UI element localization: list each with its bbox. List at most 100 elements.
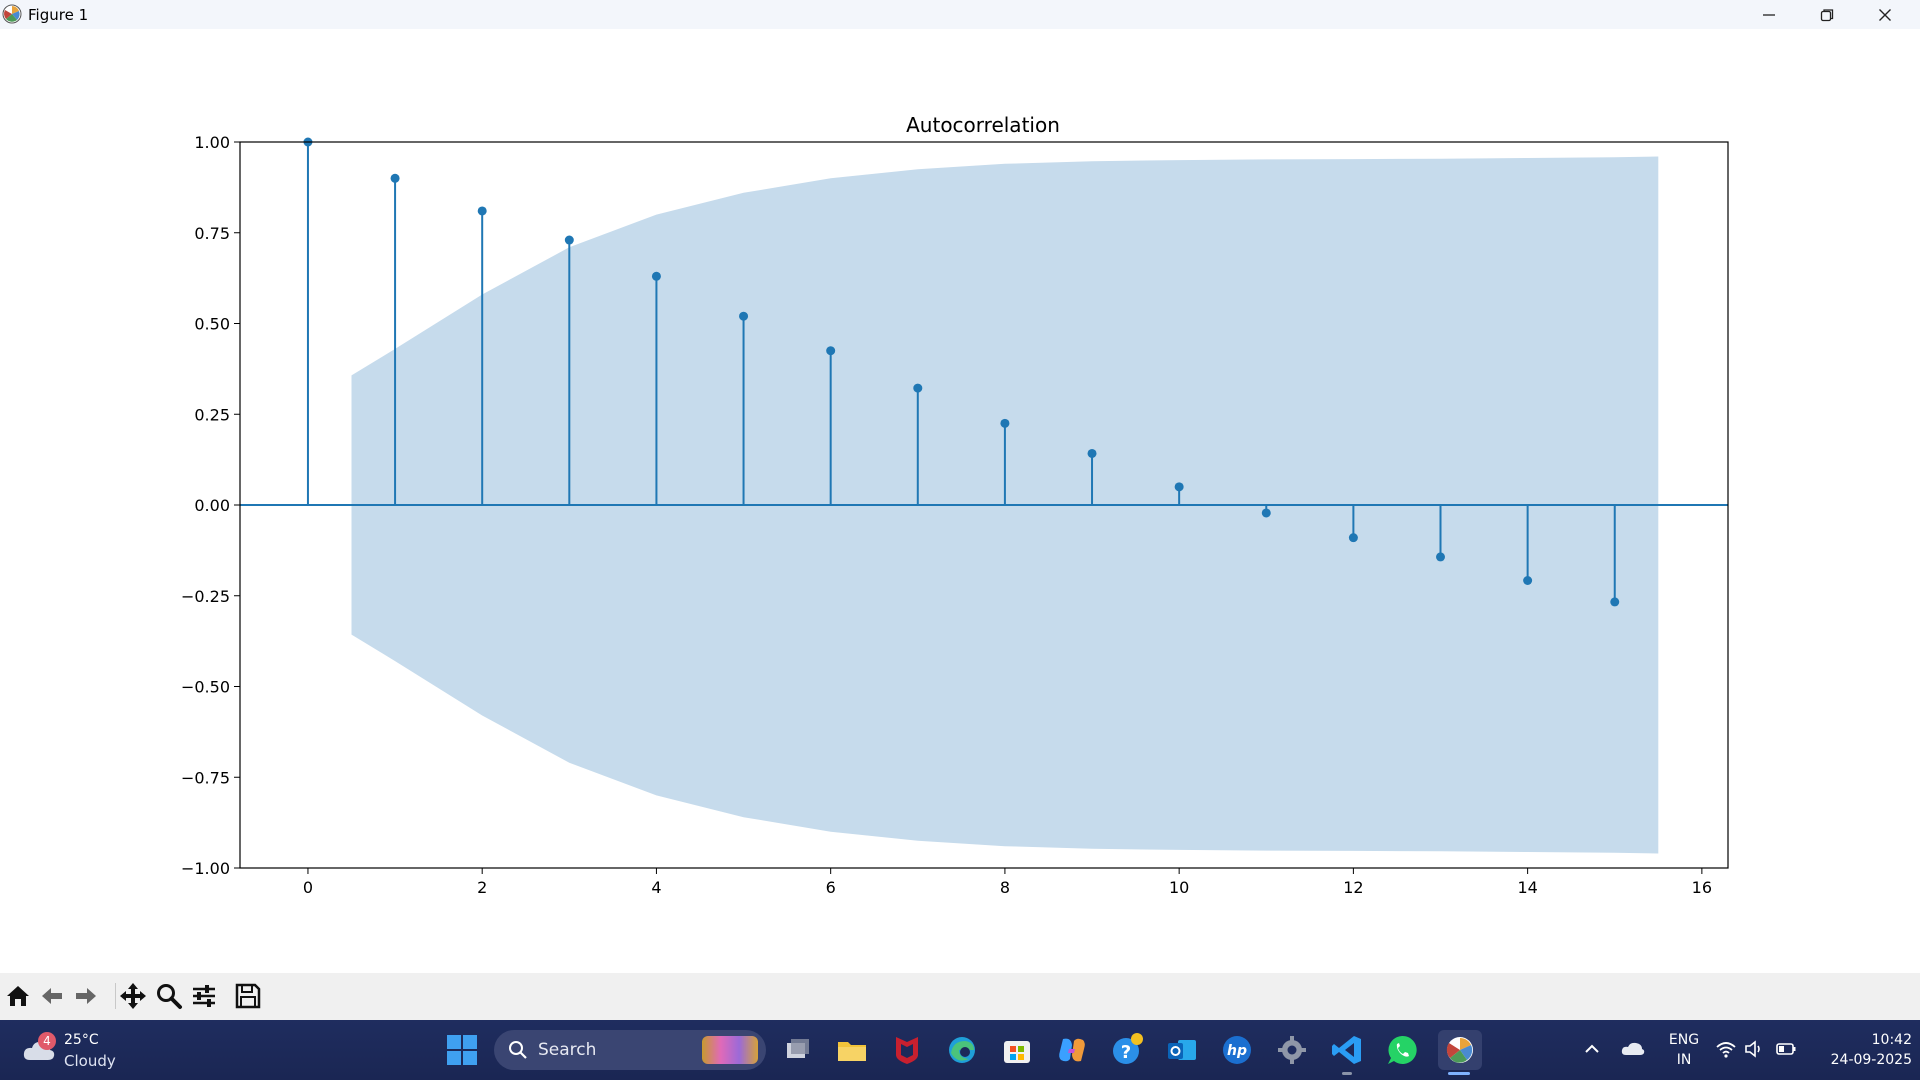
file-explorer-button[interactable] [834,1032,870,1068]
matplotlib-logo-icon [2,4,22,24]
vscode-button[interactable] [1329,1032,1365,1068]
region-code: IN [1676,1052,1692,1068]
home-button[interactable] [3,981,33,1011]
task-view-button[interactable] [780,1032,816,1068]
taskbar-search[interactable]: Search [494,1030,766,1070]
chart-title: Autocorrelation [906,113,1060,137]
y-tick-label: 0.00 [194,496,230,515]
weather-widget[interactable]: 4 25°C Cloudy [20,1028,160,1072]
x-tick-label: 2 [477,878,487,897]
file-explorer-icon [838,1042,866,1061]
zoom-button[interactable] [154,981,184,1011]
y-tick-label: 0.25 [194,405,230,424]
minimize-button[interactable] [1740,0,1798,29]
stem-marker [913,383,923,393]
stem-marker [390,173,400,183]
close-icon [1879,8,1891,21]
stem-marker [651,271,661,281]
copilot-button[interactable] [1054,1032,1090,1068]
whatsapp-button[interactable] [1384,1032,1420,1068]
hp-button[interactable]: hp [1219,1032,1255,1068]
y-tick-label: −0.25 [181,587,230,606]
restore-button[interactable] [1798,0,1856,29]
task-view-icon [787,1039,809,1058]
clock-date: 24-09-2025 [1830,1052,1912,1068]
stem-marker [1087,448,1097,458]
forward-icon [76,988,96,1004]
settings-icon [1278,1036,1306,1064]
back-button[interactable] [37,981,67,1011]
y-tick-label: −0.50 [181,678,230,697]
battery-icon[interactable] [1775,1038,1797,1060]
hp-icon: hp [1223,1036,1251,1064]
windows-logo-icon [447,1035,477,1065]
stem-marker [1174,482,1184,492]
edge-button[interactable] [944,1032,980,1068]
wifi-icon[interactable] [1715,1038,1737,1060]
x-tick-label: 16 [1692,878,1712,897]
toolbar-separator [115,983,116,1009]
window-title: Figure 1 [28,6,89,24]
svg-text:?: ? [1121,1042,1131,1063]
forward-button[interactable] [71,981,101,1011]
clock-time: 10:42 [1871,1032,1912,1048]
matplotlib-figure-icon [1446,1037,1473,1063]
x-tick-label: 14 [1517,878,1537,897]
minimize-icon [1763,13,1775,16]
copilot-icon [1059,1038,1085,1062]
input-language-indicator[interactable]: ENG IN [1664,1030,1704,1070]
get-help-button[interactable]: ? [1109,1032,1145,1068]
x-tick-label: 10 [1169,878,1189,897]
show-hidden-icons-chevron-icon[interactable] [1581,1038,1603,1060]
svg-text:hp: hp [1227,1043,1247,1059]
pan-button[interactable] [118,981,148,1011]
autocorrelation-chart: 0 2 4 6 8 10 12 14 16 1.00 0.75 0.50 0.25 0.00 −0.25 −0… [181,113,1729,897]
back-icon [42,988,62,1004]
window-titlebar: Figure 1 [0,0,1920,29]
zoom-icon [157,984,182,1009]
stem-marker [477,206,487,216]
weather-condition: Cloudy [64,1052,116,1070]
outlook-button[interactable] [1164,1032,1200,1068]
stem-marker [739,311,749,321]
taskbar-clock[interactable]: 10:42 24-09-2025 [1812,1030,1912,1070]
x-tick-label: 8 [1000,878,1010,897]
microsoft-store-button[interactable] [999,1032,1035,1068]
language-code: ENG [1668,1032,1700,1048]
vscode-icon [1332,1036,1361,1064]
x-tick-label: 6 [826,878,836,897]
outlook-icon [1168,1040,1196,1060]
y-tick-label: −0.75 [181,768,230,787]
matplotlib-toolbar [0,973,1920,1020]
stem-marker [564,235,574,245]
stem-marker [1436,552,1446,562]
volume-icon[interactable] [1743,1038,1765,1060]
onedrive-cloud-icon[interactable] [1620,1038,1646,1060]
figure-canvas[interactable]: 0 2 4 6 8 10 12 14 16 1.00 0.75 0.50 0.25 0.00 −0.25 −0… [0,29,1920,973]
search-icon [509,1041,527,1059]
save-button[interactable] [233,981,263,1011]
weather-temperature: 25°C [64,1032,99,1048]
settings-button[interactable] [1274,1032,1310,1068]
search-highlight-image [702,1036,758,1064]
stem-marker [1523,576,1533,586]
close-button[interactable] [1856,0,1914,29]
restore-icon [1820,8,1834,21]
start-button[interactable] [446,1034,478,1066]
x-tick-label: 4 [651,878,661,897]
windows-taskbar: 4 25°C Cloudy Search ? hp [0,1020,1920,1080]
stem-marker [1261,508,1271,518]
edge-icon [949,1037,975,1063]
y-tick-label: 0.75 [194,224,230,243]
configure-subplots-button[interactable] [189,981,219,1011]
pan-icon [120,983,146,1009]
get-help-icon: ? [1113,1033,1143,1064]
matplotlib-figure-button[interactable] [1438,1030,1482,1070]
x-tick-label: 0 [303,878,313,897]
weather-badge: 4 [38,1032,56,1050]
microsoft-store-icon [1004,1041,1030,1063]
vscode-running-indicator [1342,1072,1352,1075]
matplotlib-active-indicator [1448,1072,1470,1075]
stem-marker [1348,533,1358,543]
mcafee-button[interactable] [889,1032,925,1068]
